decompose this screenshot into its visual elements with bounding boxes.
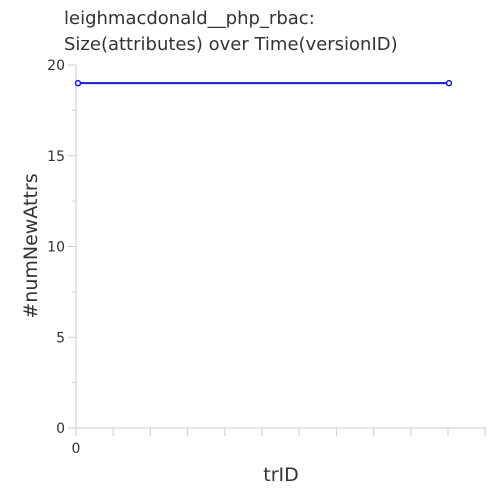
y-axis-label: #numNewAttrs (20, 173, 42, 318)
data-point (74, 79, 82, 87)
x-axis-label: trID (263, 464, 299, 486)
chart-title-line-2: Size(attributes) over Time(versionID) (64, 34, 398, 55)
y-tick-label: 10 (47, 240, 65, 256)
chart-title-line-1: leighmacdonald__php_rbac: (64, 8, 315, 29)
y-tick-label: 15 (47, 149, 65, 165)
chart-title: leighmacdonald__php_rbac: Size(attribute… (64, 6, 398, 58)
y-tick-label: 0 (56, 421, 65, 437)
data-point (445, 79, 453, 87)
x-tick-label: 0 (72, 441, 81, 457)
y-tick-label: 20 (47, 58, 65, 74)
y-tick-label: 5 (56, 330, 65, 346)
